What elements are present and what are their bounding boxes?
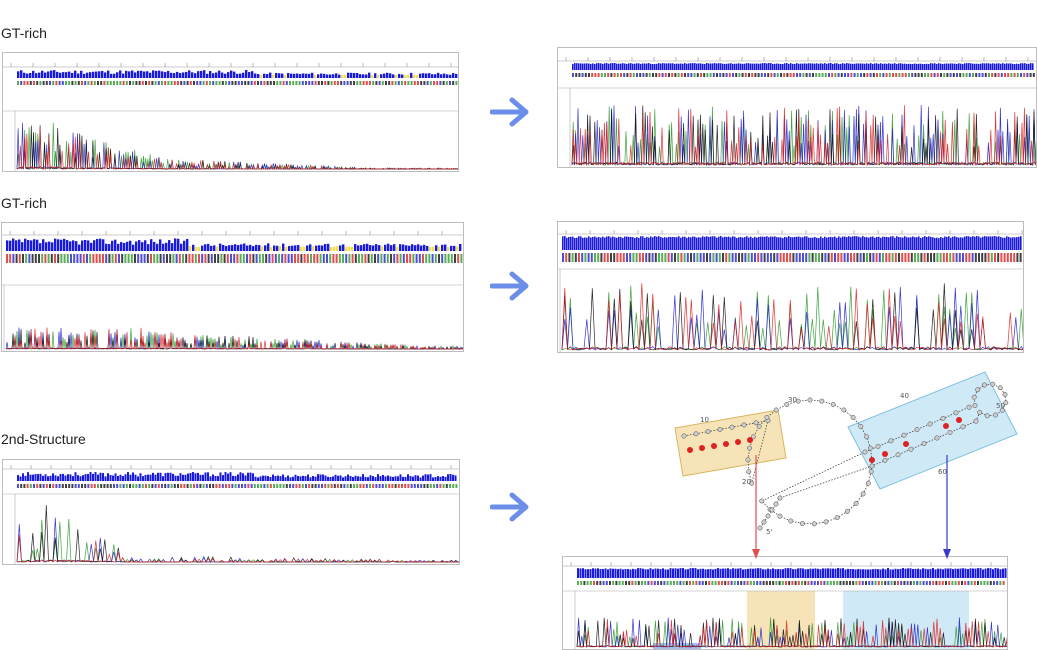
arrow-right-icon [490, 271, 529, 301]
row-label-gt-rich-2: GT-rich [1, 195, 47, 211]
arrow-right-icon [490, 492, 529, 522]
chromatogram-after-3 [563, 557, 1007, 649]
position-label-10: 10 [700, 416, 709, 424]
position-label-20: 20 [742, 478, 751, 486]
chromatogram-before-1 [3, 53, 458, 171]
chromatogram-before-3 [3, 460, 459, 564]
trace-after-gt-rich-2 [557, 221, 1024, 353]
trace-before-gt-rich-1 [2, 52, 459, 172]
row-label-2nd-structure: 2nd-Structure [1, 431, 86, 447]
arrow-down-blue-icon [943, 549, 951, 559]
trace-after-2nd-structure [562, 556, 1008, 650]
chromatogram-after-2 [558, 222, 1023, 352]
connector-arrows [752, 455, 951, 559]
nucleotide-strand [681, 381, 1009, 531]
chromatogram-before-2 [2, 223, 463, 351]
trace-before-gt-rich-2 [1, 222, 464, 352]
strand-end-label: 5' [766, 528, 772, 536]
position-label-50: 50 [996, 402, 1005, 410]
row-label-gt-rich-1: GT-rich [1, 25, 47, 41]
position-label-40: 40 [900, 392, 909, 400]
arrow-right-icon [490, 97, 529, 127]
position-label-30: 30 [788, 396, 797, 404]
secondary-structure-diagram: 10 20 30 40 50 60 5' [674, 371, 1018, 536]
arrow-down-red-icon [752, 549, 760, 559]
position-label-60: 60 [938, 468, 947, 476]
trace-before-2nd-structure [2, 459, 460, 565]
trace-after-gt-rich-1 [557, 47, 1037, 168]
chromatogram-after-1 [558, 48, 1036, 167]
